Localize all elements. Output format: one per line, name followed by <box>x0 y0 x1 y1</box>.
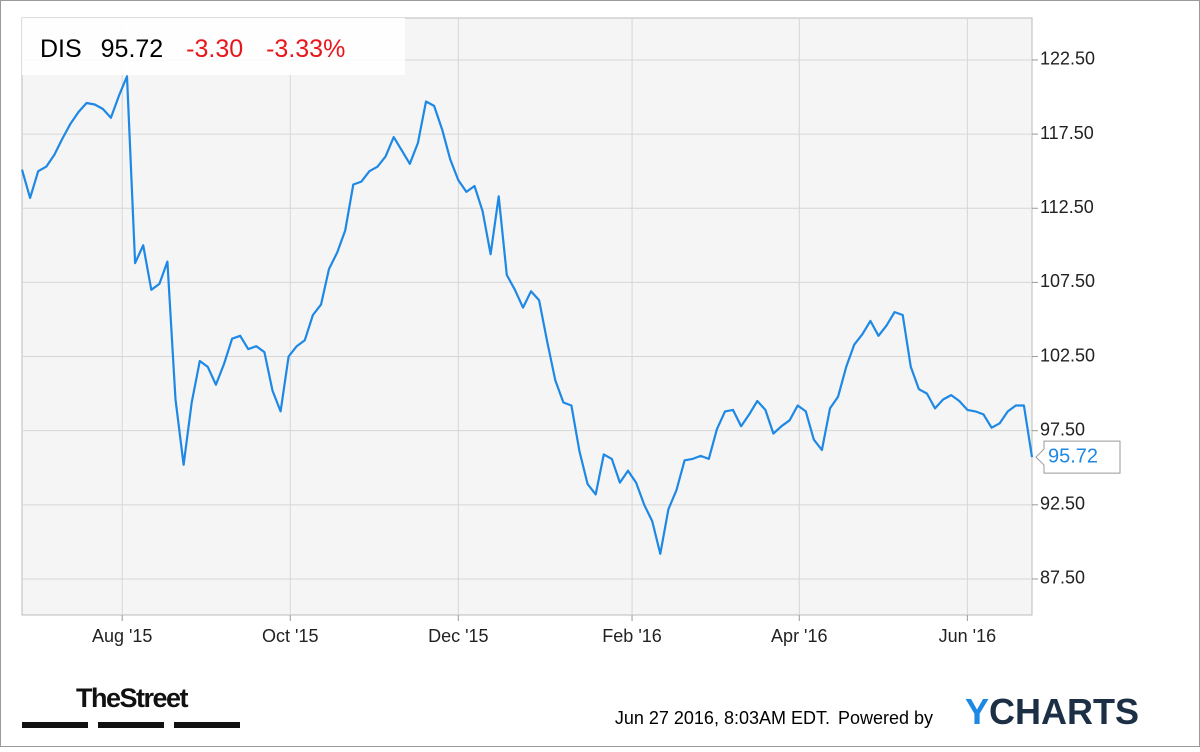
change-pct: -3.33% <box>266 35 345 63</box>
x-tick-label: Feb '16 <box>602 626 661 646</box>
y-tick-label: 102.50 <box>1040 345 1095 365</box>
timestamp: Jun 27 2016, 8:03AM EDT. <box>615 708 830 728</box>
ticker: DIS <box>40 35 82 63</box>
source-bars <box>22 722 240 728</box>
header-box <box>22 18 405 75</box>
grid <box>22 18 1032 615</box>
y-tick-label: 87.50 <box>1040 568 1085 588</box>
y-tick-label: 112.50 <box>1040 197 1094 217</box>
bar-deco <box>98 722 164 728</box>
x-tick-label: Apr '16 <box>771 626 827 646</box>
y-tick-label: 107.50 <box>1040 271 1095 291</box>
price: 95.72 <box>101 35 164 63</box>
brand: YCHARTS <box>965 691 1139 732</box>
y-tick-label: 122.50 <box>1040 49 1095 69</box>
last-value-callout <box>1035 440 1121 474</box>
header: DIS 95.72 -3.30 -3.33% <box>40 35 345 63</box>
last-value-label: 95.72 <box>1048 445 1098 467</box>
y-tick-label: 97.50 <box>1040 419 1085 439</box>
plot-area <box>21 17 1033 616</box>
change: -3.30 <box>186 35 243 63</box>
brand-rest: CHARTS <box>989 691 1139 732</box>
x-tick-label: Jun '16 <box>939 626 996 646</box>
price-line <box>20 75 1034 555</box>
x-tick-label: Dec '15 <box>428 626 488 646</box>
x-tick-label: Oct '15 <box>262 626 318 646</box>
y-tick-label: 92.50 <box>1040 494 1085 514</box>
source-logo: TheStreet <box>76 683 189 713</box>
brand-y: Y <box>965 691 989 732</box>
powered-by: Powered by <box>838 708 933 728</box>
x-tick-label: Aug '15 <box>92 626 153 646</box>
y-tick-label: 117.50 <box>1040 123 1094 143</box>
bar-deco <box>22 722 88 728</box>
lines <box>20 75 1034 555</box>
bar-deco <box>174 722 240 728</box>
